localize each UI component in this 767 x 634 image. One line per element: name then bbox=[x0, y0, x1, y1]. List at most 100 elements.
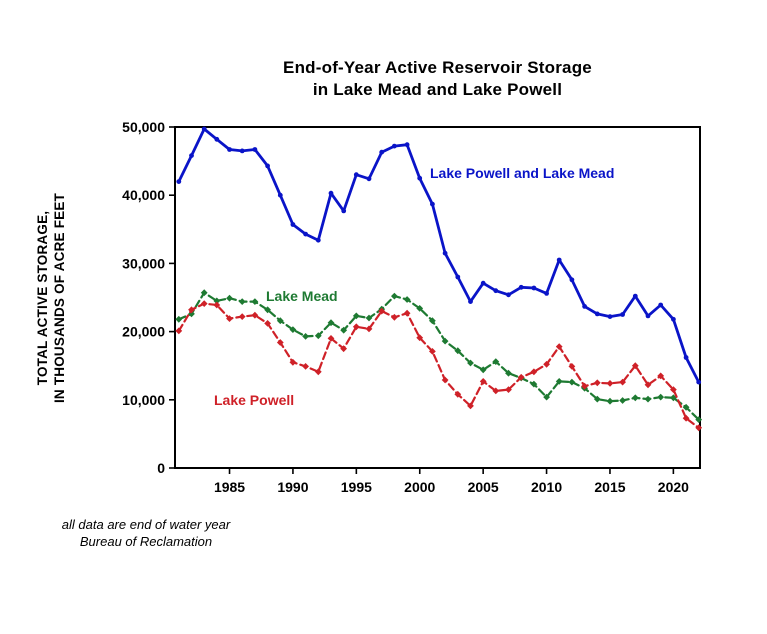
series-marker-combined bbox=[671, 316, 676, 322]
x-tick-label: 2020 bbox=[658, 479, 689, 495]
series-marker-combined bbox=[201, 126, 207, 132]
series-marker-powell bbox=[226, 315, 233, 322]
series-marker-powell bbox=[200, 300, 208, 307]
series-marker-combined bbox=[442, 250, 448, 256]
series-marker-combined bbox=[569, 277, 575, 283]
series-marker-mead bbox=[543, 393, 550, 401]
source-note-line1: all data are end of water year bbox=[61, 517, 231, 532]
x-tick-label: 2015 bbox=[594, 479, 625, 495]
y-tick-label: 10,000 bbox=[122, 392, 165, 408]
x-tick-label: 1985 bbox=[214, 479, 245, 495]
series-marker-combined bbox=[392, 143, 397, 149]
x-tick-label: 2000 bbox=[404, 479, 435, 495]
series-marker-combined bbox=[683, 355, 689, 360]
series-marker-powell bbox=[593, 379, 601, 387]
series-marker-combined bbox=[531, 285, 537, 291]
series-marker-combined bbox=[404, 142, 410, 148]
series-marker-mead bbox=[213, 297, 221, 305]
series-marker-combined bbox=[620, 312, 625, 317]
series-marker-powell bbox=[429, 348, 436, 355]
series-marker-powell bbox=[264, 320, 271, 327]
series-marker-mead bbox=[352, 312, 360, 320]
series-marker-powell bbox=[352, 323, 360, 331]
series-marker-powell bbox=[492, 387, 500, 395]
series-marker-mead bbox=[441, 337, 449, 345]
series-marker-powell bbox=[302, 363, 309, 370]
series-marker-combined bbox=[214, 136, 220, 142]
series-marker-combined bbox=[189, 153, 194, 159]
series-marker-powell bbox=[276, 339, 284, 346]
chart-title-line1: End-of-Year Active Reservoir Storage bbox=[283, 58, 592, 77]
series-marker-powell bbox=[175, 327, 183, 335]
series-marker-combined bbox=[455, 274, 461, 280]
series-marker-combined bbox=[556, 257, 562, 263]
series-marker-powell bbox=[403, 309, 411, 317]
series-marker-mead bbox=[365, 314, 373, 322]
series-marker-powell bbox=[606, 380, 614, 387]
series-marker-powell bbox=[441, 376, 449, 384]
series-marker-mead bbox=[631, 394, 639, 402]
series-marker-combined bbox=[582, 304, 587, 309]
series-marker-combined bbox=[290, 222, 296, 227]
series-marker-combined bbox=[518, 284, 524, 290]
chart-title: End-of-Year Active Reservoir Storage in … bbox=[175, 57, 700, 101]
chart-title-line2: in Lake Mead and Lake Powell bbox=[312, 80, 563, 99]
series-line-powell bbox=[177, 302, 700, 429]
x-tick-label: 1995 bbox=[341, 479, 372, 495]
y-tick-label: 20,000 bbox=[122, 324, 165, 340]
series-marker-combined bbox=[468, 299, 473, 304]
series-marker-combined bbox=[607, 314, 613, 319]
series-marker-combined bbox=[632, 293, 638, 299]
series-marker-powell bbox=[327, 335, 335, 342]
series-marker-mead bbox=[568, 378, 576, 386]
series-marker-combined bbox=[252, 147, 258, 152]
series-marker-powell bbox=[505, 386, 512, 393]
x-tick-label: 2010 bbox=[531, 479, 562, 495]
y-tick-label: 0 bbox=[157, 460, 165, 476]
source-note-line2: Bureau of Reclamation bbox=[79, 534, 213, 549]
series-marker-combined bbox=[239, 148, 245, 154]
y-tick-label: 50,000 bbox=[122, 119, 165, 135]
series-marker-mead bbox=[619, 397, 626, 404]
series-label-combined: Lake Powell and Lake Mead bbox=[430, 165, 615, 181]
series-marker-powell bbox=[391, 313, 398, 321]
series-marker-combined bbox=[315, 237, 321, 243]
x-tick-label: 2005 bbox=[468, 479, 499, 495]
series-marker-mead bbox=[467, 359, 474, 367]
series-marker-mead bbox=[226, 294, 233, 302]
series-marker-powell bbox=[365, 325, 373, 333]
x-tick-label: 1990 bbox=[277, 479, 308, 495]
series-marker-mead bbox=[175, 315, 183, 323]
series-marker-mead bbox=[264, 306, 271, 314]
series-marker-combined bbox=[277, 192, 283, 198]
series-marker-combined bbox=[480, 280, 486, 286]
y-tick-label: 40,000 bbox=[122, 187, 165, 203]
source-note: all data are end of water year Bureau of… bbox=[40, 516, 252, 550]
series-marker-combined bbox=[544, 291, 549, 296]
series-label-lake-powell: Lake Powell bbox=[214, 392, 295, 408]
series-marker-combined bbox=[430, 201, 435, 207]
series-marker-mead bbox=[251, 298, 259, 305]
series-marker-mead bbox=[302, 333, 309, 340]
series-marker-combined bbox=[176, 179, 182, 185]
series-marker-combined bbox=[227, 147, 232, 152]
series-marker-combined bbox=[506, 292, 511, 298]
series-marker-powell bbox=[631, 362, 639, 370]
series-marker-combined bbox=[645, 313, 651, 319]
y-axis-label-line2: IN THOUSANDS OF ACRE FEET bbox=[52, 193, 67, 404]
series-marker-powell bbox=[238, 313, 246, 320]
series-marker-mead bbox=[606, 397, 614, 405]
series-marker-combined bbox=[366, 176, 372, 182]
y-axis-label: TOTAL ACTIVE STORAGE, IN THOUSANDS OF AC… bbox=[34, 148, 70, 448]
series-marker-combined bbox=[341, 208, 347, 214]
plot-border bbox=[174, 126, 701, 469]
series-marker-powell bbox=[454, 390, 462, 398]
series-marker-mead bbox=[657, 393, 665, 401]
series-marker-mead bbox=[289, 326, 297, 333]
series-marker-powell bbox=[188, 306, 195, 314]
series-label-lake-mead: Lake Mead bbox=[266, 288, 338, 304]
series-marker-combined bbox=[417, 175, 423, 181]
series-marker-powell bbox=[543, 360, 550, 368]
series-marker-powell bbox=[314, 368, 322, 376]
